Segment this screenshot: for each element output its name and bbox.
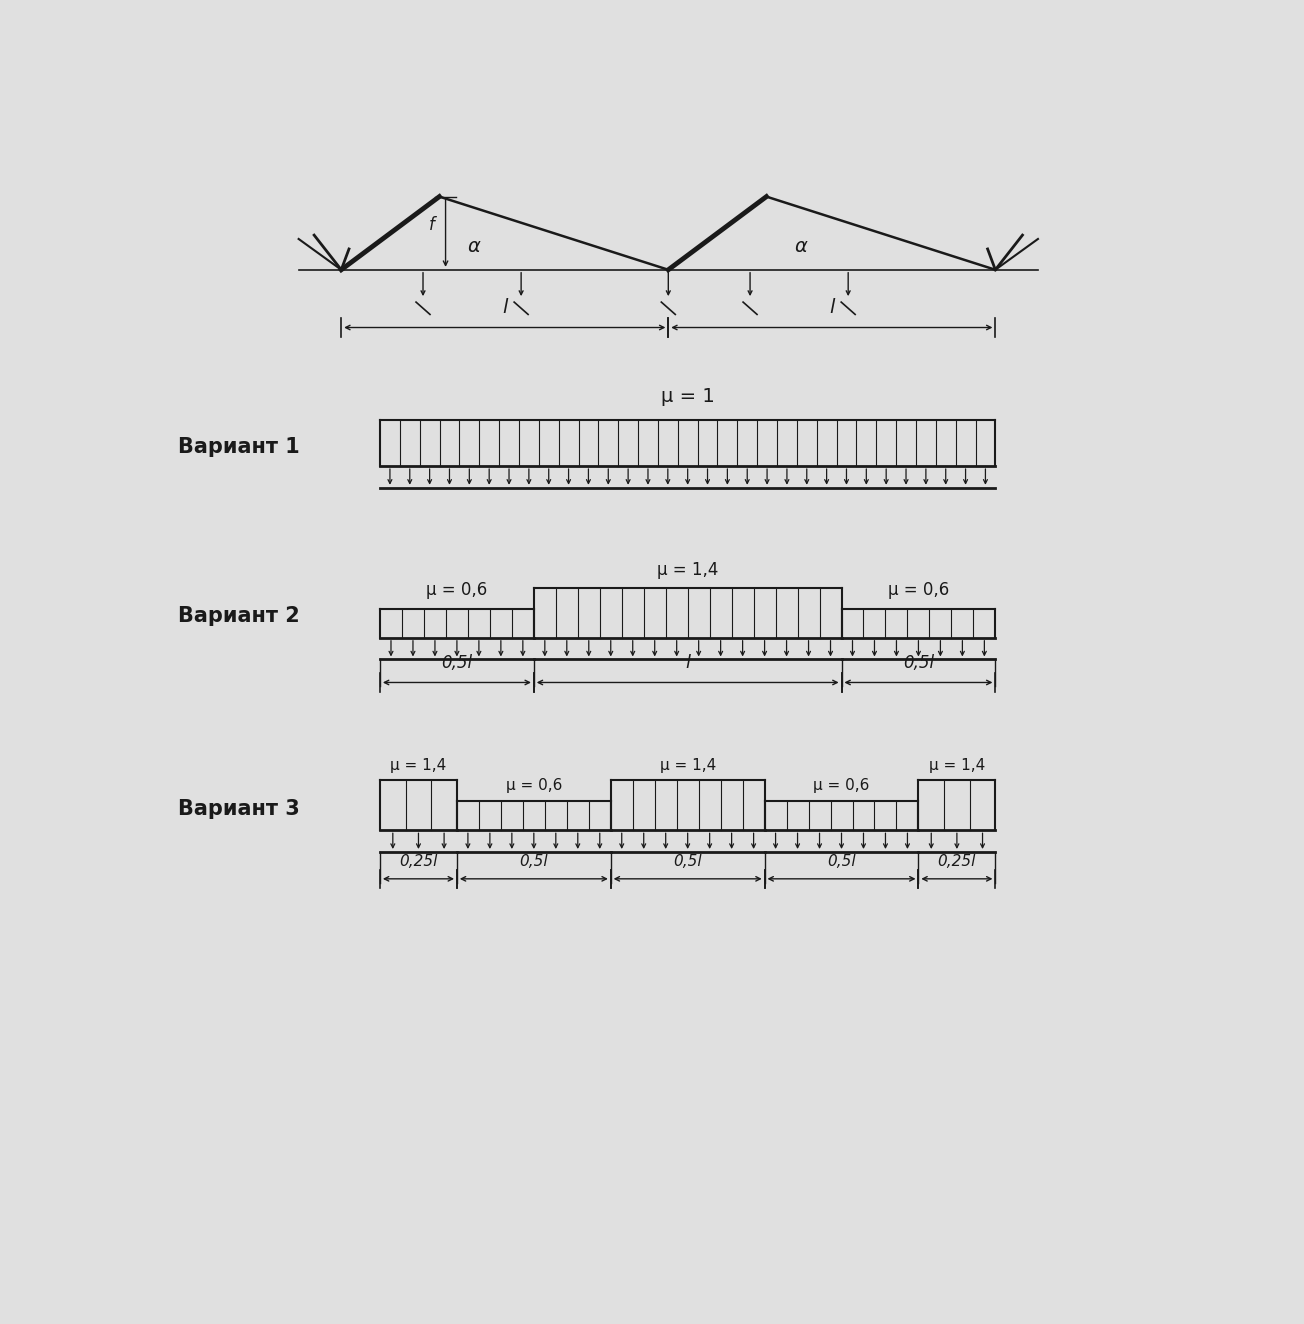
Text: l: l xyxy=(685,654,690,673)
Text: μ = 1,4: μ = 1,4 xyxy=(660,757,716,773)
Text: Вариант 1: Вариант 1 xyxy=(179,437,300,457)
Text: Вариант 2: Вариант 2 xyxy=(179,606,300,626)
Text: 0,5l: 0,5l xyxy=(519,854,548,869)
Text: μ = 1,4: μ = 1,4 xyxy=(390,757,446,773)
Text: μ = 0,6: μ = 0,6 xyxy=(814,779,870,793)
Text: α: α xyxy=(795,237,807,256)
Text: μ = 0,6: μ = 0,6 xyxy=(506,779,562,793)
Text: l: l xyxy=(829,298,835,318)
Text: α: α xyxy=(468,237,481,256)
Text: 0,5l: 0,5l xyxy=(441,654,472,673)
Text: 0,5l: 0,5l xyxy=(827,854,855,869)
Text: 0,25l: 0,25l xyxy=(938,854,977,869)
Text: μ = 0,6: μ = 0,6 xyxy=(888,581,949,600)
Text: μ = 0,6: μ = 0,6 xyxy=(426,581,488,600)
Text: Вариант 3: Вариант 3 xyxy=(179,798,300,818)
Text: μ = 1: μ = 1 xyxy=(661,387,715,406)
Text: 0,5l: 0,5l xyxy=(673,854,702,869)
Text: l: l xyxy=(502,298,507,318)
Text: 0,5l: 0,5l xyxy=(902,654,934,673)
Text: 0,25l: 0,25l xyxy=(399,854,438,869)
Text: μ = 1,4: μ = 1,4 xyxy=(928,757,985,773)
Text: f: f xyxy=(429,217,434,234)
Text: μ = 1,4: μ = 1,4 xyxy=(657,560,719,579)
